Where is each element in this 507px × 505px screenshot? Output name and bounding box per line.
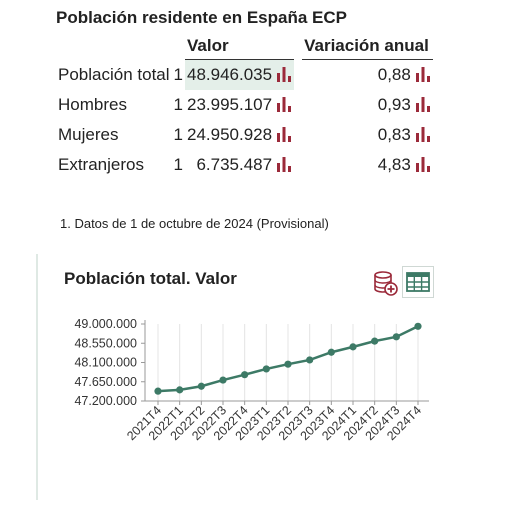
data-point (414, 322, 422, 330)
y-tick-label: 48.550.000 (74, 336, 137, 350)
data-point (349, 343, 357, 351)
chart-panel-border (36, 254, 38, 500)
data-point (327, 348, 335, 356)
row-value[interactable]: 23.995.107 (187, 95, 273, 114)
row-change-cell: 0,83 (302, 120, 433, 150)
row-label: Extranjeros (58, 155, 144, 174)
row-note: 1 (173, 125, 183, 144)
row-value[interactable]: 48.946.035 (187, 65, 273, 84)
row-change-cell: 4,83 (302, 150, 433, 180)
database-add-icon[interactable] (372, 270, 398, 296)
row-value-cell: 48.946.035 (185, 59, 295, 90)
y-tick-label: 49.000.000 (74, 317, 137, 331)
table-row: Extranjeros 1 6.735.487 4,83 (56, 150, 433, 180)
row-note: 1 (173, 155, 183, 174)
row-value[interactable]: 6.735.487 (196, 155, 273, 174)
data-point (392, 333, 400, 341)
row-change-cell: 0,93 (302, 90, 433, 120)
bar-chart-icon[interactable] (415, 126, 431, 142)
bar-chart-icon[interactable] (415, 66, 431, 82)
chart-title: Población total. Valor (64, 269, 237, 288)
y-tick-label: 47.650.000 (74, 375, 137, 389)
header-blank-note (172, 33, 185, 60)
table-row: Población total 1 48.946.035 0,88 (56, 59, 433, 91)
row-value-cell: 24.950.928 (185, 120, 294, 150)
bar-chart-icon[interactable] (276, 126, 292, 142)
footnote: 1. Datos de 1 de octubre de 2024 (Provis… (60, 216, 329, 231)
bar-chart-icon[interactable] (276, 156, 292, 172)
bar-chart-icon[interactable] (276, 66, 292, 82)
row-value-cell: 6.735.487 (185, 150, 294, 180)
row-note: 1 (173, 64, 183, 84)
y-tick-label: 47.200.000 (74, 394, 137, 408)
data-point (306, 356, 314, 364)
row-change[interactable]: 0,83 (377, 125, 411, 144)
data-point (176, 386, 184, 394)
bar-chart-icon[interactable] (276, 96, 292, 112)
row-value[interactable]: 24.950.928 (187, 125, 273, 144)
header-blank (56, 33, 172, 60)
data-point (241, 371, 249, 379)
table-row: Mujeres 1 24.950.928 0,83 (56, 120, 433, 150)
column-header-change: Variación anual (302, 33, 433, 60)
row-change[interactable]: 0,93 (377, 95, 411, 114)
row-value-cell: 23.995.107 (185, 90, 294, 120)
page-title: Población residente en España ECP (56, 8, 347, 27)
row-change[interactable]: 4,83 (377, 155, 411, 174)
row-label: Hombres (58, 95, 127, 114)
row-label: Población total (58, 64, 170, 84)
data-point (219, 376, 227, 384)
y-tick-label: 48.100.000 (74, 356, 137, 370)
population-line-chart: 49.000.000 48.550.000 48.100.000 47.650.000… (74, 317, 429, 443)
row-change-cell: 0,88 (302, 60, 433, 91)
population-table: Valor Variación anual Población total 1 … (56, 33, 433, 180)
table-header-row: Valor Variación anual (56, 33, 433, 60)
table-icon (406, 272, 430, 292)
data-point (262, 365, 270, 373)
row-label: Mujeres (58, 125, 119, 144)
row-note: 1 (173, 95, 183, 114)
table-row: Hombres 1 23.995.107 0,93 (56, 90, 433, 120)
row-change[interactable]: 0,88 (377, 65, 411, 84)
bar-chart-icon[interactable] (415, 96, 431, 112)
data-point (154, 387, 162, 395)
bar-chart-icon[interactable] (415, 156, 431, 172)
data-point (371, 337, 379, 345)
table-view-button[interactable] (402, 266, 434, 298)
data-point (284, 360, 292, 368)
data-point (197, 382, 205, 390)
column-header-value: Valor (185, 33, 295, 60)
